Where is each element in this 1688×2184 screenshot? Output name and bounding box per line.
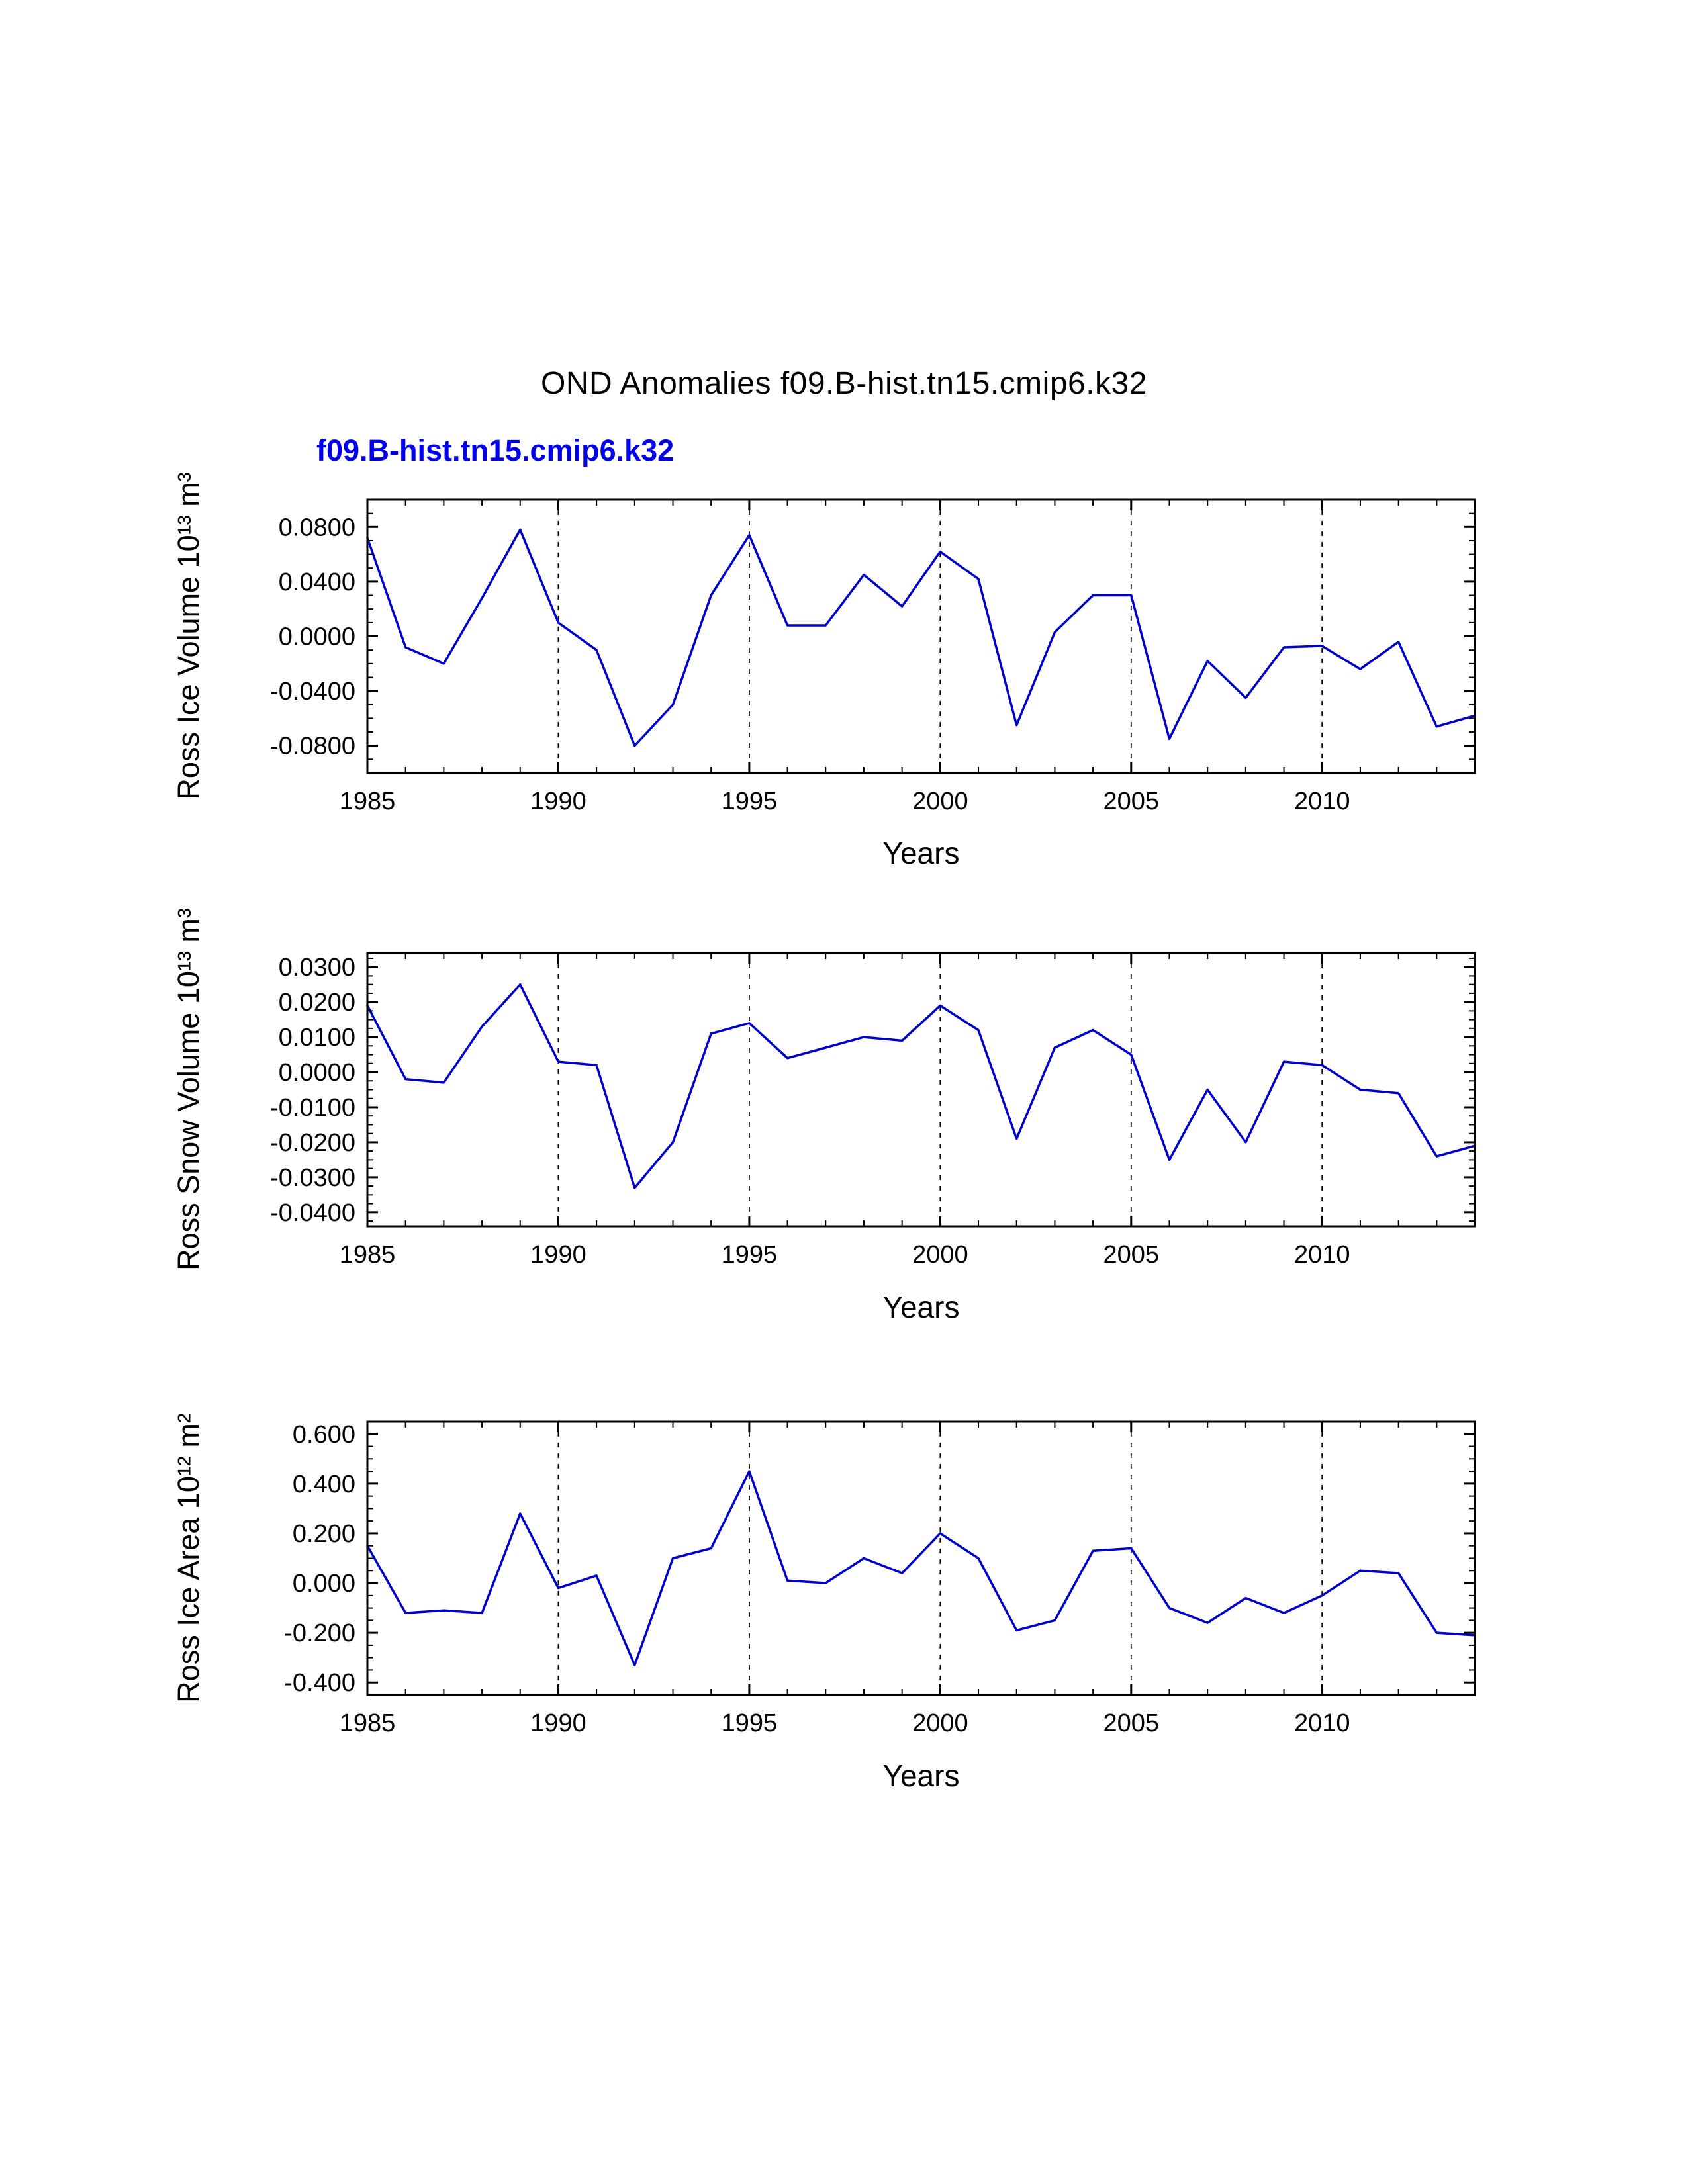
x-axis-title-snow-volume: Years — [882, 1290, 960, 1324]
chart-panel-ross-ice-volume: 1985 1990 1995 2000 2005 2010 0.0800 0.0400 0.00… — [270, 498, 1476, 815]
svg-text:2010: 2010 — [1294, 788, 1350, 815]
y-axis-title-snow-volume: Ross Snow Volume 10¹³ m³ — [171, 908, 205, 1271]
svg-text:-0.0400: -0.0400 — [270, 1199, 355, 1227]
svg-text:-0.0800: -0.0800 — [270, 733, 355, 760]
svg-text:1995: 1995 — [722, 788, 778, 815]
svg-text:2010: 2010 — [1294, 1241, 1350, 1269]
svg-text:0.000: 0.000 — [293, 1570, 355, 1598]
svg-text:-0.200: -0.200 — [284, 1619, 355, 1647]
svg-text:-0.0400: -0.0400 — [270, 678, 355, 705]
chart-subtitle: f09.B-hist.tn15.cmip6.k32 — [316, 433, 675, 467]
svg-text:2000: 2000 — [912, 1709, 968, 1737]
svg-text:-0.0300: -0.0300 — [270, 1164, 355, 1192]
svg-text:1985: 1985 — [340, 1241, 396, 1269]
svg-text:1985: 1985 — [340, 788, 396, 815]
svg-text:2000: 2000 — [912, 1241, 968, 1269]
svg-text:0.0100: 0.0100 — [279, 1024, 355, 1052]
x-axis-title-ice-volume: Years — [882, 836, 960, 870]
svg-text:1990: 1990 — [530, 1241, 586, 1269]
svg-text:0.0800: 0.0800 — [279, 514, 355, 541]
chart-panel-ross-snow-volume: 1985 1990 1995 2000 2005 2010 0.0300 0.0200 0.01… — [270, 952, 1476, 1269]
svg-text:2000: 2000 — [912, 788, 968, 815]
svg-text:1990: 1990 — [530, 1709, 586, 1737]
svg-text:2005: 2005 — [1103, 1709, 1160, 1737]
svg-text:0.0400: 0.0400 — [279, 569, 355, 596]
data-series-ross-ice-volume — [366, 528, 1476, 747]
svg-text:-0.400: -0.400 — [284, 1669, 355, 1697]
svg-text:0.200: 0.200 — [293, 1520, 355, 1548]
y-axis-title-ice-volume: Ross Ice Volume 10¹³ m³ — [171, 472, 205, 800]
svg-text:0.400: 0.400 — [293, 1471, 355, 1498]
svg-text:-0.0200: -0.0200 — [270, 1129, 355, 1157]
svg-text:0.0000: 0.0000 — [279, 1059, 355, 1087]
data-series-ross-snow-volume — [366, 983, 1476, 1189]
svg-text:1995: 1995 — [722, 1709, 778, 1737]
data-series-ross-ice-area — [366, 1470, 1476, 1666]
svg-text:-0.0100: -0.0100 — [270, 1094, 355, 1122]
y-axis-title-ice-area: Ross Ice Area 10¹² m² — [171, 1413, 205, 1703]
chart-title: OND Anomalies f09.B-hist.tn15.cmip6.k32 — [541, 366, 1147, 401]
svg-text:2005: 2005 — [1103, 1241, 1160, 1269]
svg-text:1990: 1990 — [530, 788, 586, 815]
svg-text:1985: 1985 — [340, 1709, 396, 1737]
x-axis-title-ice-area: Years — [882, 1758, 960, 1793]
svg-text:2010: 2010 — [1294, 1709, 1350, 1737]
svg-text:0.0300: 0.0300 — [279, 954, 355, 981]
svg-text:0.0200: 0.0200 — [279, 989, 355, 1017]
chart-panel-ross-ice-area: 1985 1990 1995 2000 2005 2010 0.600 0.400 0.200 0… — [284, 1420, 1476, 1737]
svg-text:2005: 2005 — [1103, 788, 1160, 815]
svg-text:0.600: 0.600 — [293, 1421, 355, 1449]
svg-text:0.0000: 0.0000 — [279, 623, 355, 651]
svg-text:1995: 1995 — [722, 1241, 778, 1269]
